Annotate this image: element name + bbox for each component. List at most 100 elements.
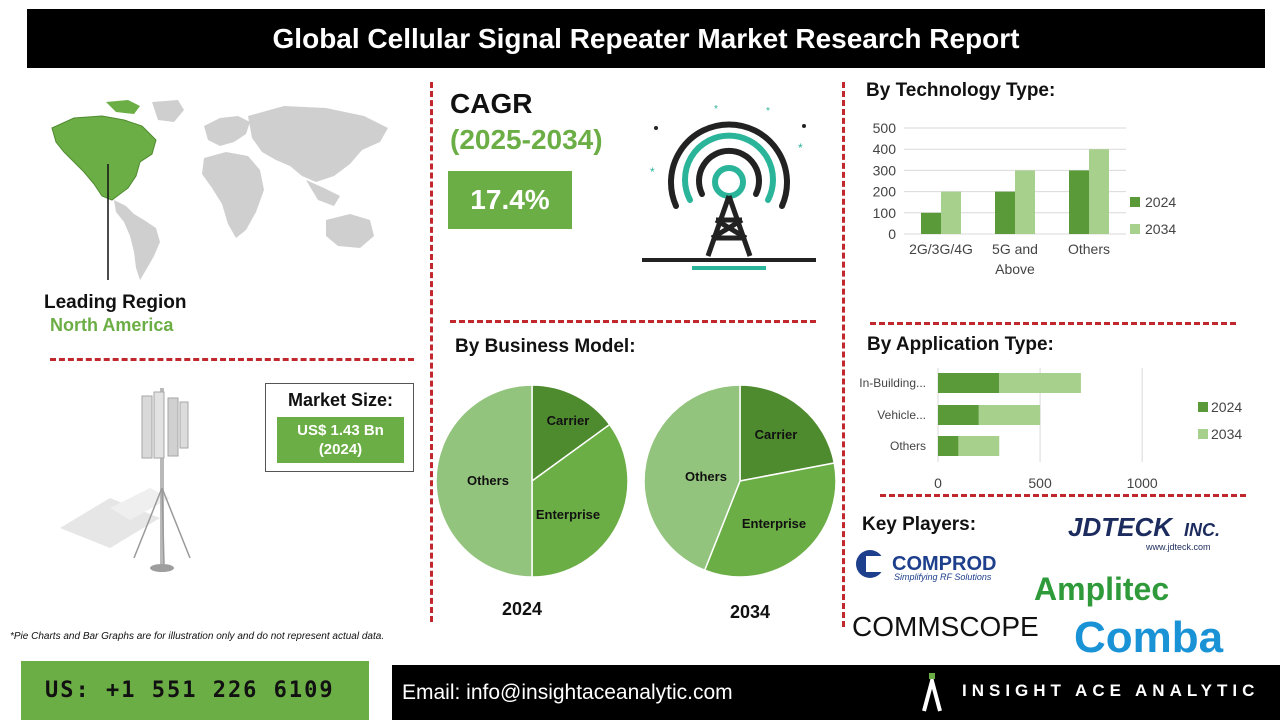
app-legend-swatch — [1198, 402, 1208, 412]
pie-chart-2024: Carrier Enterprise Others — [435, 384, 629, 578]
technology-title: By Technology Type: — [866, 80, 1056, 101]
comba-logo: Comba — [1074, 613, 1224, 658]
tech-y-tick: 200 — [873, 184, 897, 200]
tech-bar-2034 — [1089, 149, 1109, 234]
pie-label-2024: Enterprise — [536, 507, 600, 522]
svg-text:*: * — [650, 165, 655, 179]
commscope-name: COMMSCOPE — [852, 611, 1039, 642]
app-y-tick: In-Building... — [859, 376, 926, 390]
tech-y-tick: 500 — [873, 120, 897, 136]
jdteck-name: JDTECK — [1068, 512, 1174, 542]
pie-slice-2024 — [435, 384, 533, 578]
page-title: Global Cellular Signal Repeater Market R… — [272, 23, 1020, 54]
app-y-tick: Vehicle... — [877, 408, 926, 422]
app-bar-2034 — [999, 373, 1081, 393]
leading-region-value: North America — [50, 315, 174, 335]
email-link[interactable]: Email: info@insightaceanalytic.com — [402, 681, 733, 704]
app-x-tick: 1000 — [1127, 475, 1158, 491]
tech-x-tick: 5G and — [992, 241, 1038, 257]
application-title: By Application Type: — [867, 334, 1054, 355]
pie-caption-2024: 2024 — [502, 599, 543, 619]
commscope-logo: COMMSCOPE — [852, 611, 1039, 642]
market-size-value: US$ 1.43 Bn (2024) — [277, 417, 404, 463]
tech-bar-2024 — [921, 212, 941, 234]
pie-slice-2034 — [703, 462, 837, 578]
jdteck-suffix: INC. — [1184, 520, 1220, 540]
tech-legend-label: 2024 — [1145, 194, 1176, 210]
business-model-title: By Business Model: — [455, 336, 636, 357]
market-size-amount: US$ 1.43 Bn — [297, 422, 384, 439]
tech-bar-2034 — [941, 191, 961, 234]
tech-x-tick: 2G/3G/4G — [909, 241, 973, 257]
app-x-tick: 500 — [1028, 475, 1052, 491]
divider-region — [50, 358, 414, 361]
market-size-year: (2024) — [318, 441, 363, 458]
app-x-tick: 0 — [934, 475, 942, 491]
amplitec-name: Amplitec — [1034, 571, 1169, 607]
app-bar-2034 — [978, 405, 1041, 425]
cagr-label: CAGR — [450, 88, 533, 119]
tech-y-tick: 400 — [873, 141, 897, 157]
email-bar: Email: info@insightaceanalytic.com INSIG… — [392, 665, 1280, 720]
divider-left — [430, 82, 433, 622]
pie-label-2034: Enterprise — [742, 516, 806, 531]
tech-bar-2024 — [1069, 170, 1089, 234]
tech-y-tick: 100 — [873, 205, 897, 221]
app-bar-2024 — [938, 436, 959, 456]
divider-application — [880, 494, 1246, 497]
cagr-period: (2025-2034) — [450, 124, 603, 155]
tech-bar-2034 — [1015, 170, 1035, 234]
pie-caption-2034: 2034 — [730, 602, 771, 622]
comprod-logo: COMPROD Simplifying RF Solutions — [856, 550, 996, 582]
world-map-icon — [51, 100, 388, 280]
app-bar-2024 — [938, 405, 979, 425]
phone-number[interactable]: US: +1 551 226 6109 — [45, 678, 335, 703]
pie-label-2024: Carrier — [547, 413, 590, 428]
brand-name: INSIGHT ACE ANALYTIC — [962, 681, 1260, 700]
tech-legend-label: 2034 — [1145, 221, 1176, 237]
comba-name: Comba — [1074, 613, 1224, 658]
cell-tower-illustration — [60, 388, 191, 572]
brand-logo-icon — [922, 673, 942, 712]
svg-text:*: * — [714, 104, 718, 115]
tech-x-tick: Others — [1068, 241, 1110, 257]
key-players-title: Key Players: — [862, 514, 977, 535]
cagr-value: 17.4% — [448, 171, 572, 229]
pie-chart-2034: Carrier Enterprise Others — [643, 384, 837, 578]
divider-cagr — [450, 320, 816, 323]
app-legend-label: 2024 — [1211, 399, 1242, 415]
app-bar-2024 — [938, 373, 1000, 393]
tech-x-tick: Above — [995, 261, 1035, 277]
tech-bar-2024 — [995, 191, 1015, 234]
pie-label-2024: Others — [467, 473, 509, 488]
svg-text:*: * — [798, 141, 803, 155]
pie-label-2034: Carrier — [755, 427, 798, 442]
pie-slice-2024 — [531, 384, 611, 483]
app-legend-label: 2034 — [1211, 426, 1242, 442]
jdteck-logo: JDTECK INC. www.jdteck.com — [1068, 512, 1220, 552]
tech-y-tick: 300 — [873, 162, 897, 178]
market-size-card: Market Size: US$ 1.43 Bn (2024) — [265, 383, 414, 472]
title-bar: Global Cellular Signal Repeater Market R… — [27, 9, 1265, 68]
divider-right — [842, 82, 845, 627]
pie-slice-2034 — [643, 384, 741, 572]
app-y-tick: Others — [890, 439, 926, 453]
market-size-label: Market Size: — [287, 390, 394, 410]
leading-region-label: Leading Region — [44, 292, 187, 313]
svg-text:*: * — [766, 106, 770, 117]
app-legend-swatch — [1198, 429, 1208, 439]
comprod-name: COMPROD — [892, 553, 996, 575]
pie-label-2034: Others — [685, 469, 727, 484]
pie-slice-2024 — [531, 423, 629, 578]
pie-slice-2034 — [739, 384, 836, 482]
application-bar-chart: 0 500 1000 In-Building... Vehicle... Others 20… — [859, 368, 1242, 491]
jdteck-url: www.jdteck.com — [1145, 542, 1211, 552]
phone-bar: US: +1 551 226 6109 — [21, 661, 369, 720]
app-bar-2034 — [958, 436, 1000, 456]
tech-legend-swatch — [1130, 224, 1140, 234]
technology-bar-chart: 0 100 200 300 400 500 2G/3G/4G 5G and Above Other… — [873, 120, 1177, 277]
antenna-icon: * * * * — [642, 104, 816, 270]
comprod-tagline: Simplifying RF Solutions — [894, 572, 992, 582]
tech-y-tick: 0 — [888, 226, 896, 242]
amplitec-logo: Amplitec — [1034, 571, 1169, 607]
